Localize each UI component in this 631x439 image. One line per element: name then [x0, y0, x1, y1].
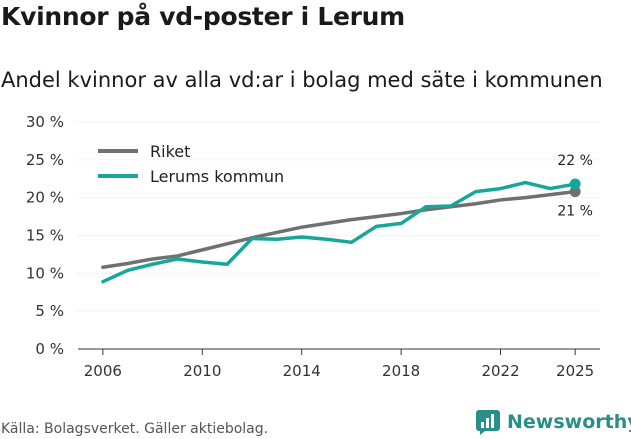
newsworthy-logo[interactable]: Newsworthy [475, 407, 631, 437]
x-axis-ticks: 2006 2010 2014 2018 2022 2025 [84, 349, 594, 380]
y-axis-ticks: 0 % 5 % 10 % 15 % 20 % 25 % 30 % [26, 113, 64, 358]
y-tick-label: 20 % [26, 189, 64, 207]
y-tick-label: 0 % [35, 340, 64, 358]
newsworthy-logo-text: Newsworthy [507, 411, 631, 433]
y-tick-label: 25 % [26, 151, 64, 169]
newsworthy-logo-icon [476, 410, 500, 435]
y-tick-label: 5 % [35, 302, 64, 320]
y-gridlines [78, 121, 600, 312]
x-tick-label: 2014 [283, 362, 321, 380]
series-end-label: 22 % [557, 153, 593, 169]
y-tick-label: 30 % [26, 113, 64, 131]
chart-subtitle: Andel kvinnor av alla vd:ar i bolag med … [1, 68, 603, 92]
y-tick-label: 15 % [26, 227, 64, 245]
legend-label-lerums-kommun: Lerums kommun [150, 167, 284, 186]
source-note: Källa: Bolagsverket. Gäller aktiebolag. [1, 421, 269, 437]
series-line-lerums-kommun [101, 180, 577, 284]
page-title: Kvinnor på vd-poster i Lerum [1, 2, 405, 31]
series-end-point [569, 178, 581, 190]
series-end-point [569, 186, 581, 198]
series-group: 21 % 22 % [101, 153, 593, 284]
x-tick-label: 2018 [382, 362, 420, 380]
x-tick-label: 2022 [481, 362, 519, 380]
x-tick-label: 2025 [556, 362, 594, 380]
series-end-label: 21 % [557, 204, 593, 220]
legend: Riket Lerums kommun [98, 142, 284, 186]
x-tick-label: 2010 [183, 362, 221, 380]
x-tick-label: 2006 [84, 362, 122, 380]
y-tick-label: 10 % [26, 264, 64, 282]
series-line-riket [101, 189, 577, 270]
legend-label-riket: Riket [150, 142, 190, 161]
